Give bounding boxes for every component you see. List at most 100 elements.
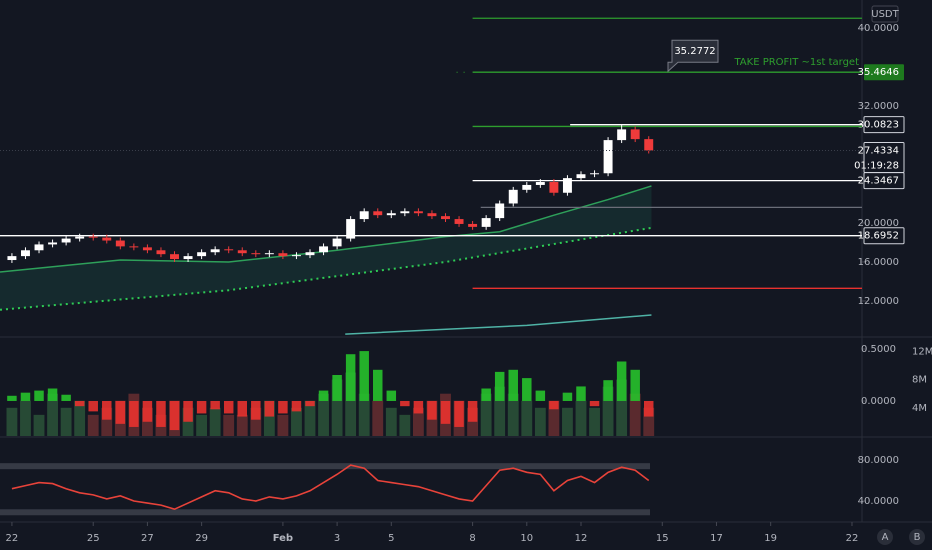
candle-body (264, 253, 274, 255)
candle-body (210, 249, 220, 253)
volume-bar (263, 400, 275, 436)
momentum-bar (643, 400, 654, 417)
x-tick-label: 29 (195, 533, 208, 544)
candle-body (129, 246, 139, 248)
momentum-bar (467, 400, 478, 422)
momentum-bar (386, 390, 397, 401)
band (0, 509, 650, 516)
momentum-bar (576, 386, 586, 401)
volume-bar (602, 386, 614, 436)
x-tick-label: 8 (469, 533, 475, 544)
volume-bar (74, 400, 86, 436)
y-tick-label: 0.0000 (861, 396, 896, 407)
volume-bar (6, 407, 18, 436)
volume-bar (196, 414, 208, 436)
x-tick-label: 17 (710, 533, 723, 544)
momentum-bar (305, 400, 315, 407)
candle-body (237, 250, 247, 254)
volume-bar (494, 386, 506, 436)
momentum-bar (332, 374, 342, 401)
axis-button[interactable] (877, 529, 893, 545)
axis-button-label[interactable]: A (882, 532, 889, 543)
volume-bar (277, 414, 289, 436)
last-price-label: 27.4334 (858, 146, 899, 157)
momentum-bar (47, 388, 58, 401)
momentum-bar (589, 400, 600, 407)
momentum-bar (522, 378, 532, 401)
momentum-bar (74, 400, 85, 407)
candle-body (102, 237, 112, 241)
momentum-bar (427, 400, 437, 420)
momentum-bar (603, 380, 613, 401)
axis-button[interactable] (909, 529, 925, 545)
momentum-bar (156, 400, 166, 427)
price-label: 18.6952 (858, 231, 899, 242)
momentum-bar (549, 400, 559, 410)
x-tick-label: 22 (846, 533, 859, 544)
callout-box (667, 39, 719, 73)
price-label-box (864, 64, 904, 81)
moving-average (0, 185, 652, 273)
momentum-bar (223, 400, 234, 414)
y-tick-label: 12.0000 (858, 296, 899, 307)
y-tick-label: 0.5000 (861, 344, 896, 355)
countdown: 01:19:28 (854, 161, 899, 172)
volume-bar (616, 379, 628, 436)
price-label-box (863, 116, 905, 134)
momentum-bar (508, 369, 518, 401)
candle-body (332, 238, 342, 247)
candle-body (590, 173, 600, 175)
volume-bar (643, 407, 655, 436)
x-tick-label: 22 (6, 533, 19, 544)
x-tick-label: Feb (273, 533, 293, 544)
momentum-bar (630, 369, 640, 401)
volume-bar (412, 407, 424, 436)
momentum-bar (88, 400, 98, 412)
momentum-bar (102, 400, 112, 420)
candle-body (617, 129, 627, 141)
axis-button-label[interactable]: B (914, 532, 921, 543)
volume-bar (358, 393, 370, 436)
volume-bar (467, 407, 479, 436)
candle-body (427, 213, 437, 217)
momentum-bar (7, 395, 17, 401)
candle-body (305, 252, 315, 256)
price-label: 30.0823 (858, 120, 899, 131)
momentum-bar (318, 390, 329, 401)
volume-bar (304, 400, 316, 436)
last-price-box (863, 142, 905, 174)
candle-body (75, 236, 85, 239)
momentum-bar (61, 394, 71, 401)
candle-body (576, 174, 586, 179)
momentum-bar (535, 390, 546, 401)
candle-body (251, 253, 261, 255)
candle-body (88, 236, 98, 238)
candle-body (115, 240, 125, 247)
candle-body (34, 244, 44, 251)
volume-bar (331, 379, 343, 436)
callout-text: 35.2772 (674, 46, 715, 57)
candle-body (156, 250, 166, 255)
y-tick-label: 16.0000 (858, 257, 899, 268)
momentum-bar (562, 392, 573, 401)
x-tick-label: 12 (575, 533, 588, 544)
momentum-bar (34, 390, 44, 401)
price-label: 24.3467 (858, 176, 899, 187)
volume-bar (589, 407, 600, 436)
momentum-bar (264, 400, 275, 417)
volume-tick-label: 8M (912, 375, 927, 386)
candle-body (183, 256, 193, 260)
moving-average (0, 226, 652, 311)
x-tick-label: 3 (334, 533, 340, 544)
candle-body (291, 255, 301, 257)
candle-body (535, 182, 545, 185)
x-tick-label: 25 (87, 533, 100, 544)
volume-bar (534, 407, 546, 436)
moving-average (345, 314, 652, 335)
volume-bar (345, 372, 357, 436)
volume-bar (250, 407, 262, 436)
volume-bar (60, 407, 72, 436)
